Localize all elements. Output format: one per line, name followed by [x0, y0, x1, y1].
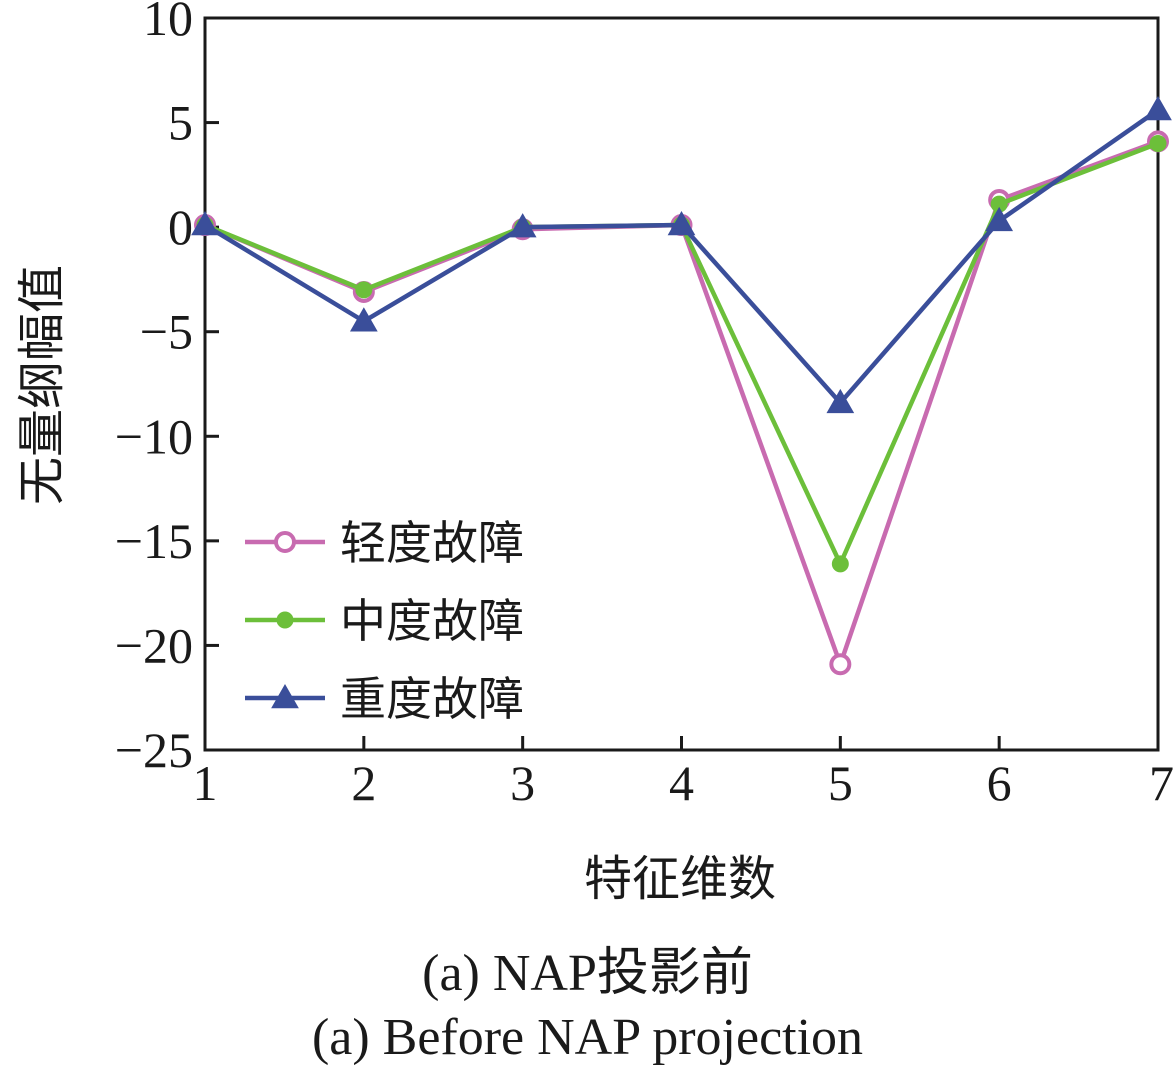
data-point — [829, 653, 852, 676]
x-tick-label: 7 — [1149, 755, 1174, 811]
x-tick-label: 2 — [351, 755, 376, 811]
legend-item: 中度故障 — [245, 594, 524, 648]
x-tick-label: 4 — [669, 755, 694, 811]
y-tick-label: 0 — [168, 199, 193, 255]
legend-label: 重度故障 — [340, 672, 524, 726]
data-point — [826, 388, 855, 414]
legend-marker — [271, 683, 299, 709]
y-tick-label: 5 — [168, 95, 193, 151]
series-layer — [191, 96, 1172, 676]
x-tick-label: 5 — [828, 755, 853, 811]
series-line — [203, 108, 1160, 406]
x-tick-label: 1 — [193, 755, 218, 811]
x-axis-title: 特征维数 — [584, 851, 776, 907]
caption-chinese: (a) NAP投影前 — [422, 945, 753, 1002]
x-axis-ticks: 1 2 3 4 5 6 7 — [193, 736, 1174, 811]
data-point — [191, 211, 219, 236]
data-point — [355, 281, 373, 299]
legend-item: 轻度故障 — [245, 516, 524, 570]
y-tick-label: −15 — [115, 513, 193, 569]
x-tick-label: 3 — [510, 755, 535, 811]
y-tick-label: −5 — [140, 304, 193, 360]
data-point — [831, 555, 849, 573]
y-tick-label: −20 — [115, 617, 193, 673]
data-point — [349, 307, 378, 332]
caption-english: (a) Before NAP projection — [311, 1009, 864, 1066]
data-point — [1144, 96, 1172, 121]
y-axis-ticks: 10 5 0 −5 −10 −15 −20 −25 — [115, 0, 219, 778]
legend-item: 重度故障 — [245, 672, 524, 726]
legend-label: 轻度故障 — [340, 516, 524, 570]
y-tick-label: 10 — [143, 0, 193, 46]
series-3 — [191, 96, 1172, 414]
series-2 — [196, 134, 1167, 573]
y-axis-title: 无量纲幅值 — [14, 265, 70, 505]
x-tick-label: 6 — [987, 755, 1012, 811]
data-point — [1149, 134, 1167, 152]
data-point — [667, 211, 696, 236]
legend-marker — [274, 531, 296, 553]
y-tick-label: −10 — [115, 408, 193, 464]
series-line — [204, 141, 1159, 567]
data-point — [985, 206, 1014, 232]
data-point — [508, 213, 537, 238]
y-tick-label: −25 — [115, 722, 193, 778]
legend-marker — [276, 611, 294, 629]
legend-label: 中度故障 — [340, 594, 524, 648]
